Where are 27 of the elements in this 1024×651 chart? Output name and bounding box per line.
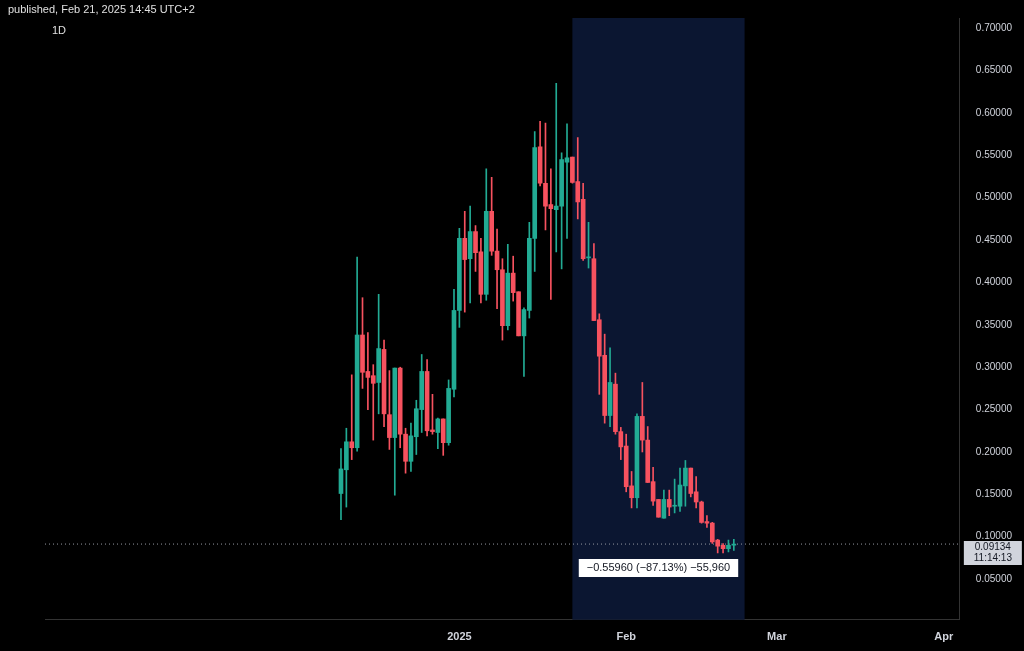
y-tick-label: 0.70000 (975, 21, 1013, 33)
x-tick-label: Feb (616, 630, 637, 643)
y-tick-label: 0.50000 (975, 191, 1013, 203)
candlestick (370, 364, 376, 441)
y-tick-label: 0.65000 (975, 64, 1013, 76)
y-tick-label: 0.60000 (975, 106, 1013, 118)
text: 1D (52, 24, 67, 36)
y-tick-label: 0.55000 (975, 149, 1013, 161)
y-tick-label: 0.05000 (975, 572, 1013, 584)
y-tick-label: 0.30000 (975, 360, 1013, 372)
annotation: −0.55960 (−87.13%) −55,960 (586, 561, 731, 574)
candlestick (553, 82, 559, 253)
candlestick (462, 210, 468, 313)
text: 11:14:13 (973, 551, 1013, 563)
chart-subtitle: published, Feb 21, 2025 14:45 UTC+2 (8, 3, 195, 15)
ref-line-label: 0.09134 (974, 540, 1012, 552)
y-tick-label: 0.25000 (975, 403, 1013, 415)
candlestick (349, 374, 355, 460)
y-tick-label: 0.40000 (975, 276, 1013, 288)
x-tick-label: Apr (934, 630, 954, 643)
x-tick-label: 2025 (447, 630, 472, 643)
y-tick-label: 0.20000 (975, 445, 1013, 457)
y-tick-label: 0.35000 (975, 318, 1013, 330)
x-tick-label: Mar (767, 630, 788, 643)
y-tick-label: 0.10000 (975, 530, 1013, 542)
y-tick-label: 0.45000 (975, 233, 1013, 245)
y-tick-label: 0.15000 (975, 488, 1013, 500)
